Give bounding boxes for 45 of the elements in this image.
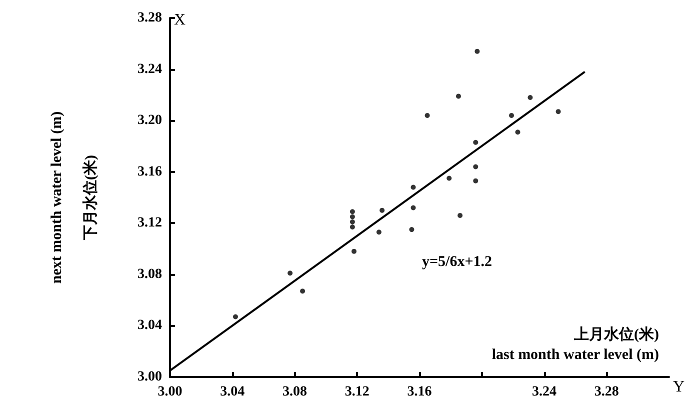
y-tick-label: 3.00 bbox=[138, 370, 162, 384]
point bbox=[473, 178, 478, 184]
point bbox=[380, 208, 385, 213]
point bbox=[350, 214, 355, 220]
point bbox=[474, 48, 480, 54]
point bbox=[350, 224, 355, 230]
y-tick-label: 3.24 bbox=[138, 62, 162, 77]
y-tick-label: 3.28 bbox=[138, 10, 162, 26]
point bbox=[515, 130, 520, 135]
point bbox=[376, 230, 382, 235]
x-tick-label: 3.12 bbox=[344, 384, 370, 400]
x-tick-label: 3.24 bbox=[532, 384, 556, 400]
y-tick-label: 3.08 bbox=[138, 266, 162, 282]
point bbox=[456, 94, 461, 99]
x-tick-label: 3.00 bbox=[158, 384, 182, 400]
point bbox=[446, 176, 452, 181]
x-tick-label: 3.08 bbox=[282, 384, 307, 400]
point bbox=[352, 248, 357, 254]
point bbox=[509, 112, 514, 118]
x-tick-label: 3.16 bbox=[407, 384, 432, 400]
annotation: X bbox=[174, 12, 186, 28]
annotation: y=5/6x+1.2 bbox=[422, 254, 492, 270]
y-tick-label: 3.16 bbox=[138, 164, 162, 180]
point bbox=[410, 205, 416, 210]
point bbox=[350, 209, 355, 214]
y-tick-label: 3.12 bbox=[138, 216, 162, 231]
point bbox=[300, 288, 306, 294]
point bbox=[473, 164, 478, 170]
point bbox=[424, 112, 430, 118]
point bbox=[288, 270, 293, 276]
x-tick-label: 3.28 bbox=[594, 384, 619, 400]
y-tick-label: 3.20 bbox=[138, 113, 162, 128]
point bbox=[409, 227, 414, 232]
point bbox=[473, 140, 478, 145]
point bbox=[458, 212, 463, 218]
text: next month water level (m) 下月水位(米) bbox=[49, 111, 99, 284]
y-tick-label: 3.04 bbox=[138, 318, 162, 334]
point bbox=[233, 314, 238, 320]
point bbox=[528, 94, 533, 100]
point bbox=[410, 184, 416, 190]
x-tick-label: 3.04 bbox=[220, 384, 245, 400]
text: Y bbox=[673, 378, 685, 396]
x-axis-title: 上月水位(米) last month water level (m) bbox=[492, 326, 659, 363]
point bbox=[556, 109, 561, 114]
point bbox=[350, 219, 355, 224]
